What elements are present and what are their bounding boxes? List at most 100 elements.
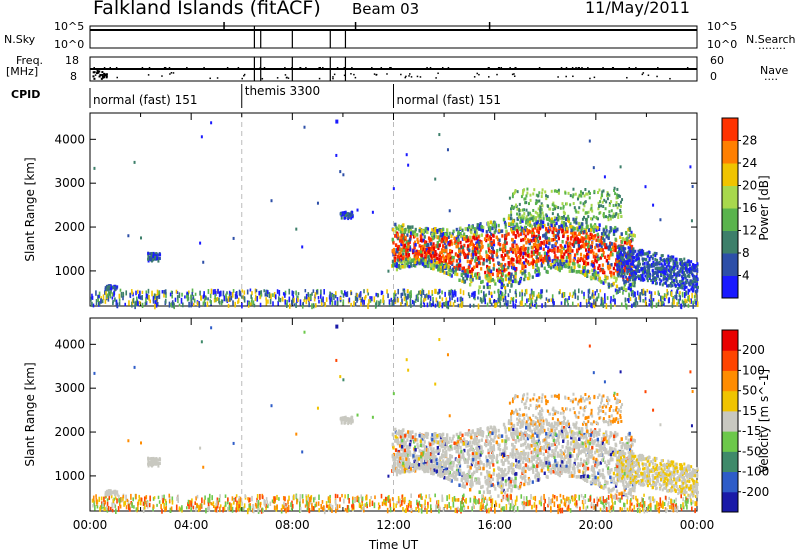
- nave-dot: [333, 73, 336, 76]
- velocity-cell: [567, 470, 571, 474]
- power-cell: [531, 290, 533, 296]
- power-cell: [227, 303, 230, 308]
- power-cell: [455, 235, 459, 239]
- power-cell: [423, 235, 426, 239]
- velocity-cell: [543, 493, 545, 500]
- velocity-cell: [393, 459, 396, 464]
- velocity-cell: [478, 456, 481, 460]
- power-cell: [509, 278, 512, 282]
- velocity-cell: [455, 442, 458, 446]
- power-cell: [516, 225, 519, 230]
- nave-dot: [404, 76, 407, 79]
- power-cell: [219, 290, 222, 297]
- power-cell: [625, 303, 628, 310]
- power-cell: [424, 229, 427, 233]
- velocity-cell: [490, 500, 492, 507]
- velocity-cell: [548, 496, 550, 501]
- power-cell: [541, 289, 544, 294]
- power-cell: [301, 303, 304, 309]
- power-cell: [350, 302, 352, 307]
- power-cell: [521, 266, 524, 271]
- power-cell: [434, 260, 437, 265]
- power-cell: [577, 295, 579, 301]
- power-cell: [535, 303, 538, 309]
- velocity-cell: [115, 508, 117, 514]
- power-cell: [684, 301, 687, 306]
- velocity-cell: [299, 494, 302, 500]
- power-cell: [560, 224, 564, 229]
- velocity-cell: [529, 443, 532, 448]
- velocity-cell: [500, 459, 503, 463]
- power-cell: [414, 264, 417, 268]
- power-cell: [396, 236, 399, 241]
- power-cell: [410, 290, 412, 296]
- power-cell: [456, 266, 460, 271]
- power-cell: [364, 296, 366, 301]
- power-cell: [284, 299, 287, 305]
- power-cell: [605, 245, 608, 250]
- velocity-cell: [122, 494, 125, 498]
- velocity-cell: [407, 503, 410, 508]
- power-cell: [405, 245, 408, 249]
- power-cell: [624, 237, 627, 242]
- velocity-cell: [487, 450, 490, 455]
- power-cell: [226, 291, 228, 295]
- power-cell: [537, 239, 540, 244]
- nave-dot: [626, 76, 628, 79]
- power-cell: [487, 279, 490, 283]
- velocity-cell: [520, 494, 523, 499]
- power-cell: [325, 297, 328, 302]
- power-cell: [518, 227, 522, 232]
- velocity-cell: [389, 506, 392, 513]
- power-cell: [268, 292, 271, 299]
- power-cell: [148, 294, 150, 301]
- velocity-cell: [223, 505, 226, 511]
- power-cell: [523, 277, 526, 282]
- velocity-cell: [488, 477, 491, 482]
- velocity-cell: [290, 507, 293, 511]
- velocity-cell: [602, 507, 605, 511]
- velocity-cell: [569, 508, 572, 513]
- power-cell: [506, 283, 509, 287]
- velocity-cell: [672, 503, 675, 510]
- power-cell: [505, 299, 507, 306]
- nave-dot: [429, 67, 432, 69]
- velocity-cell: [189, 500, 191, 506]
- velocity-cell: [387, 495, 389, 502]
- velocity-cell: [642, 498, 644, 503]
- power-cell: [691, 292, 693, 299]
- velocity-cell: [212, 504, 215, 509]
- power-cell: [546, 229, 549, 233]
- velocity-cell: [500, 498, 503, 503]
- power-cell: [549, 227, 552, 232]
- nave-dot: [410, 76, 413, 78]
- power-cell: [663, 296, 665, 301]
- power-cell: [555, 221, 558, 226]
- power-cell: [539, 258, 543, 262]
- power-cell: [381, 290, 384, 295]
- power-cell: [542, 234, 545, 238]
- power-cell: [687, 303, 690, 308]
- velocity-cell: [573, 497, 576, 502]
- power-cell: [288, 303, 291, 309]
- velocity-cell: [495, 502, 498, 507]
- velocity-cell: [462, 493, 465, 498]
- velocity-cell: [239, 498, 241, 502]
- y-tick-label: 4000: [54, 337, 85, 351]
- velocity-cell: [156, 503, 158, 507]
- velocity-cell: [538, 423, 541, 427]
- power-cell: [427, 236, 431, 240]
- velocity-cell: [611, 504, 613, 508]
- velocity-cell: [207, 502, 210, 507]
- power-cell: [570, 266, 573, 270]
- nave-dot: [209, 77, 211, 80]
- power-cell: [190, 294, 192, 299]
- velocity-cell: [552, 469, 555, 474]
- nave-dot: [416, 75, 419, 78]
- power-cell: [249, 288, 252, 292]
- velocity-cell: [601, 453, 605, 457]
- velocity-cell: [568, 500, 570, 505]
- velocity-cell: [199, 505, 201, 512]
- power-cell: [613, 245, 616, 249]
- power-cell: [477, 296, 479, 300]
